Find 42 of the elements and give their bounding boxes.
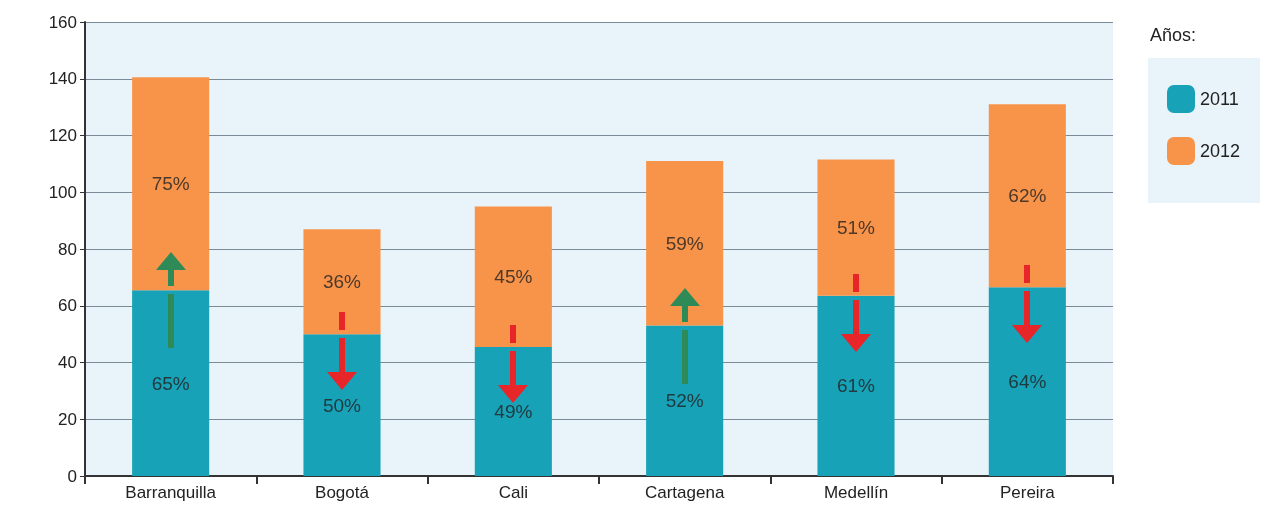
x-tick-label: Pereira (999, 483, 1056, 502)
annotation: 51% (836, 217, 876, 239)
annotation: 45% (494, 266, 533, 288)
y-tick-label: 140 (48, 69, 77, 89)
legend-label: 2012 (1200, 141, 1241, 161)
bar (474, 206, 552, 347)
bar (817, 159, 895, 296)
legend-title: Años: (1150, 25, 1197, 45)
bar (303, 229, 381, 335)
y-tick-label: 20 (58, 409, 77, 429)
bar (132, 290, 210, 476)
bar (474, 346, 552, 476)
bar (303, 334, 381, 476)
annotation: 75% (151, 173, 190, 195)
annotation: 59% (665, 232, 704, 254)
bar (988, 104, 1066, 288)
y-tick-label: 60 (58, 296, 77, 316)
y-tick-label: 100 (48, 182, 77, 202)
y-tick-label: 0 (67, 466, 77, 486)
y-tick-label: 160 (48, 12, 77, 32)
x-tick-label: Cartagena (644, 483, 725, 502)
bar (646, 161, 724, 326)
annotation: 49% (494, 400, 533, 422)
x-tick-label: Medellín (823, 483, 889, 502)
annotation: 52% (665, 390, 704, 412)
bar (988, 287, 1066, 476)
annotation: 65% (151, 372, 190, 394)
x-tick-label: Cali (498, 483, 528, 502)
annotation: 50% (322, 394, 362, 416)
x-tick-label: Bogotá (315, 483, 370, 502)
y-tick-label: 120 (48, 126, 77, 145)
bar (132, 77, 210, 291)
legend-label: 2011 (1200, 89, 1239, 109)
annotation: 36% (322, 271, 362, 293)
annotation: 64% (1008, 371, 1047, 393)
x-tick-label: Barranquilla (125, 483, 217, 502)
bar (817, 295, 895, 476)
bar (646, 325, 724, 476)
annotation: 61% (836, 375, 876, 397)
y-tick-label: 40 (58, 353, 77, 372)
y-tick-label: 80 (58, 239, 77, 259)
annotation: 62% (1008, 185, 1047, 207)
